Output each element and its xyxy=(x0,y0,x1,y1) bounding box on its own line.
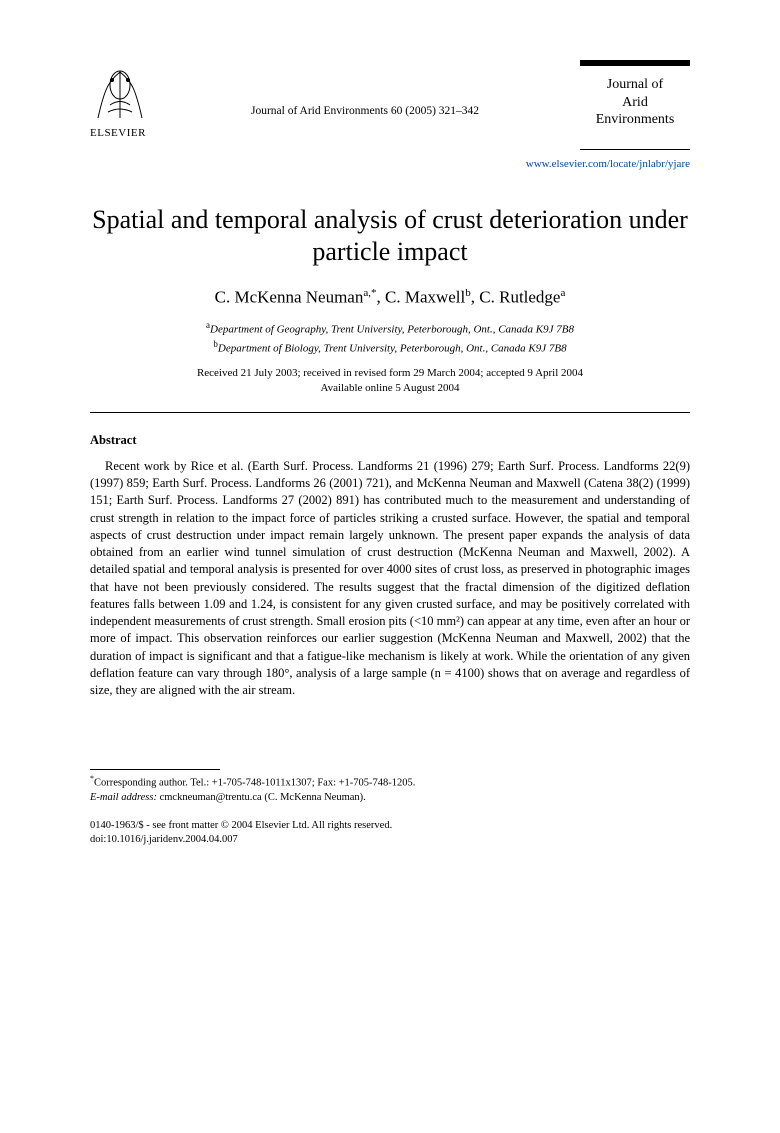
corresponding-author-footnote: *Corresponding author. Tel.: +1-705-748-… xyxy=(90,774,690,805)
front-matter-line-1: 0140-1963/$ - see front matter © 2004 El… xyxy=(90,820,392,831)
publisher-name: ELSEVIER xyxy=(90,127,146,139)
author-3-sup: a xyxy=(560,287,565,299)
elsevier-logo xyxy=(90,60,150,125)
article-title: Spatial and temporal analysis of crust d… xyxy=(90,204,690,269)
publisher-block: ELSEVIER xyxy=(90,60,150,139)
front-matter: 0140-1963/$ - see front matter © 2004 El… xyxy=(90,819,690,847)
abstract-body: Recent work by Rice et al. (Earth Surf. … xyxy=(90,458,690,700)
author-2: , C. Maxwell xyxy=(376,287,465,306)
author-3: , C. Rutledge xyxy=(471,287,561,306)
article-dates: Received 21 July 2003; received in revis… xyxy=(90,366,690,396)
footnote-email: cmckneuman@trentu.ca (C. McKenna Neuman)… xyxy=(157,792,366,803)
journal-cover: Journal of Arid Environments xyxy=(580,60,690,150)
footnote-email-label: E-mail address: xyxy=(90,792,157,803)
affil-b: Department of Biology, Trent University,… xyxy=(218,342,567,354)
dates-line-2: Available online 5 August 2004 xyxy=(320,382,459,394)
footnote-corresponding: Corresponding author. Tel.: +1-705-748-1… xyxy=(94,778,415,789)
author-1-sup: a,* xyxy=(363,287,376,299)
cover-line-2: Arid xyxy=(622,95,648,110)
footnote-rule xyxy=(90,769,220,770)
locate-link[interactable]: www.elsevier.com/locate/jnlabr/yjare xyxy=(90,158,690,170)
journal-reference-block: Journal of Arid Environments 60 (2005) 3… xyxy=(150,60,580,117)
dates-line-1: Received 21 July 2003; received in revis… xyxy=(197,367,583,379)
author-1: C. McKenna Neuman xyxy=(215,287,364,306)
front-matter-line-2: doi:10.1016/j.jaridenv.2004.04.007 xyxy=(90,834,238,845)
affil-a: Department of Geography, Trent Universit… xyxy=(210,324,574,336)
cover-line-1: Journal of xyxy=(607,77,663,92)
abstract-heading: Abstract xyxy=(90,433,690,448)
journal-cover-title: Journal of Arid Environments xyxy=(584,76,686,129)
header-row: ELSEVIER Journal of Arid Environments 60… xyxy=(90,60,690,150)
journal-reference: Journal of Arid Environments 60 (2005) 3… xyxy=(150,105,580,117)
affiliations: aDepartment of Geography, Trent Universi… xyxy=(90,319,690,356)
cover-line-3: Environments xyxy=(596,112,675,127)
authors: C. McKenna Neumana,*, C. Maxwellb, C. Ru… xyxy=(90,287,690,308)
rule-top xyxy=(90,412,690,413)
